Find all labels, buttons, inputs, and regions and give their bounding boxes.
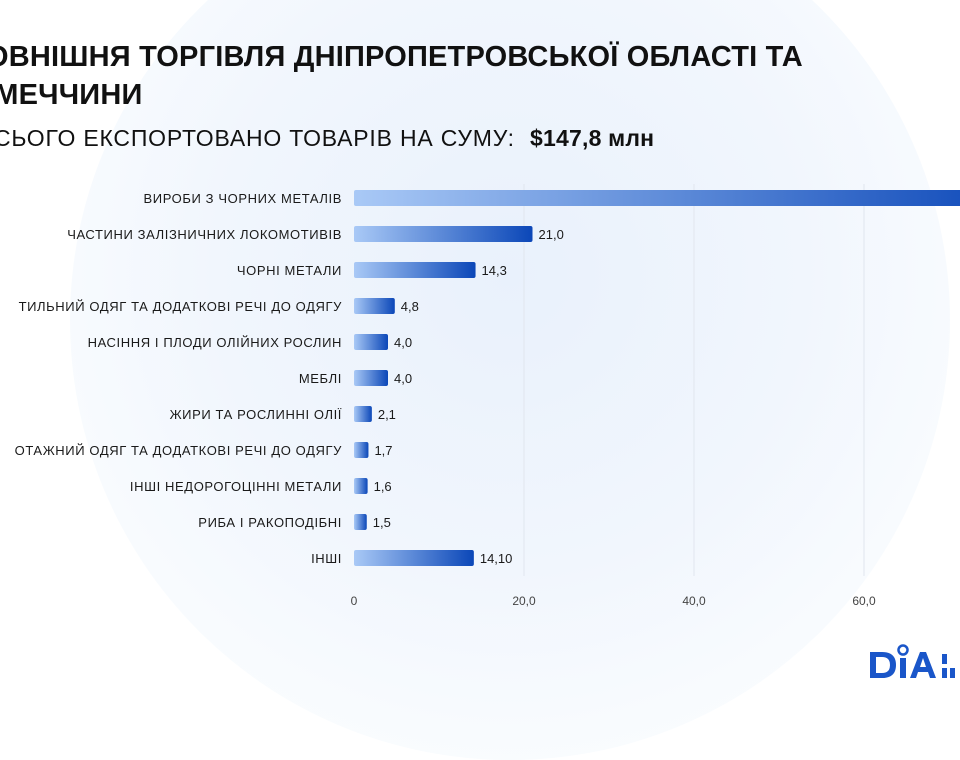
logo-text-fragment-1 bbox=[942, 654, 947, 664]
bar-0 bbox=[354, 190, 960, 206]
dia-logo bbox=[870, 644, 960, 684]
bar-7 bbox=[354, 442, 369, 458]
bar-chart: ВИРОБИ З ЧОРНИХ МЕТАЛІВ ЧАСТИНИ ЗАЛІЗНИЧН… bbox=[15, 184, 960, 608]
x-tick-label-3: 60,0 bbox=[852, 594, 876, 608]
x-tick-label-0: 0 bbox=[351, 594, 358, 608]
category-label-2: ЧОРНІ МЕТАЛИ bbox=[237, 263, 342, 278]
category-label-1: ЧАСТИНИ ЗАЛІЗНИЧНИХ ЛОКОМОТИВІВ bbox=[67, 227, 342, 242]
logo-letter-i bbox=[900, 658, 906, 678]
bar-1 bbox=[354, 226, 533, 242]
chart-value-labels: 21,0 14,3 4,8 4,0 4,0 2,1 1,7 1,6 1,5 14,10 bbox=[373, 227, 564, 566]
bar-5 bbox=[354, 370, 388, 386]
x-tick-label-1: 20,0 bbox=[512, 594, 536, 608]
category-label-5: МЕБЛІ bbox=[299, 371, 342, 386]
value-label-7: 1,7 bbox=[374, 443, 392, 458]
dia-logo-icon bbox=[870, 644, 955, 678]
category-label-6: ЖИРИ ТА РОСЛИННІ ОЛІЇ bbox=[170, 407, 342, 422]
x-tick-label-2: 40,0 bbox=[682, 594, 706, 608]
value-label-5: 4,0 bbox=[394, 371, 412, 386]
category-label-9: РИБА І РАКОПОДІБНІ bbox=[198, 515, 342, 530]
title-line-1: ОВНІШНЯ ТОРГІВЛЯ ДНІПРОПЕТРОВСЬКОЇ ОБЛАС… bbox=[0, 41, 803, 73]
value-label-2: 14,3 bbox=[482, 263, 507, 278]
logo-letter-a bbox=[910, 652, 936, 678]
logo-dot bbox=[897, 644, 909, 656]
category-label-10: ІНШІ bbox=[311, 551, 342, 566]
export-total-amount: $147,8 млн bbox=[530, 125, 655, 151]
value-label-4: 4,0 bbox=[394, 335, 412, 350]
export-summary-text: СЬОГО ЕКСПОРТОВАНО ТОВАРІВ НА СУМУ: bbox=[0, 125, 515, 151]
category-label-8: ІНШІ НЕДОРОГОЦІННІ МЕТАЛИ bbox=[130, 479, 342, 494]
chart-x-axis-ticks: 0 20,0 40,0 60,0 bbox=[351, 594, 876, 608]
value-label-8: 1,6 bbox=[374, 479, 392, 494]
chart-gridlines bbox=[523, 184, 865, 576]
bar-9 bbox=[354, 514, 367, 530]
logo-letter-d bbox=[870, 652, 896, 678]
value-label-9: 1,5 bbox=[373, 515, 391, 530]
bar-2 bbox=[354, 262, 476, 278]
page-title: ОВНІШНЯ ТОРГІВЛЯ ДНІПРОПЕТРОВСЬКОЇ ОБЛАС… bbox=[0, 38, 960, 114]
category-label-3: ТИЛЬНИЙ ОДЯГ ТА ДОДАТКОВІ РЕЧІ ДО ОДЯГУ bbox=[19, 299, 343, 314]
logo-text-fragment-2 bbox=[942, 668, 947, 678]
value-label-6: 2,1 bbox=[378, 407, 396, 422]
bar-10 bbox=[354, 550, 474, 566]
value-label-10: 14,10 bbox=[480, 551, 513, 566]
value-label-3: 4,8 bbox=[401, 299, 419, 314]
bar-8 bbox=[354, 478, 368, 494]
chart-category-labels: ВИРОБИ З ЧОРНИХ МЕТАЛІВ ЧАСТИНИ ЗАЛІЗНИЧН… bbox=[15, 191, 343, 566]
category-label-7: ОТАЖНИЙ ОДЯГ ТА ДОДАТКОВІ РЕЧІ ДО ОДЯГУ bbox=[15, 443, 343, 458]
logo-text-fragment-3 bbox=[950, 668, 955, 678]
background-circle bbox=[70, 0, 950, 760]
export-summary: СЬОГО ЕКСПОРТОВАНО ТОВАРІВ НА СУМУ: $147… bbox=[0, 125, 654, 152]
bar-3 bbox=[354, 298, 395, 314]
category-label-0: ВИРОБИ З ЧОРНИХ МЕТАЛІВ bbox=[143, 191, 342, 206]
bar-6 bbox=[354, 406, 372, 422]
category-label-4: НАСІННЯ І ПЛОДИ ОЛІЙНИХ РОСЛИН bbox=[88, 335, 342, 350]
chart-bars bbox=[354, 190, 960, 566]
bar-4 bbox=[354, 334, 388, 350]
value-label-1: 21,0 bbox=[539, 227, 564, 242]
title-line-2: ІМЕЧЧИНИ bbox=[0, 79, 143, 111]
